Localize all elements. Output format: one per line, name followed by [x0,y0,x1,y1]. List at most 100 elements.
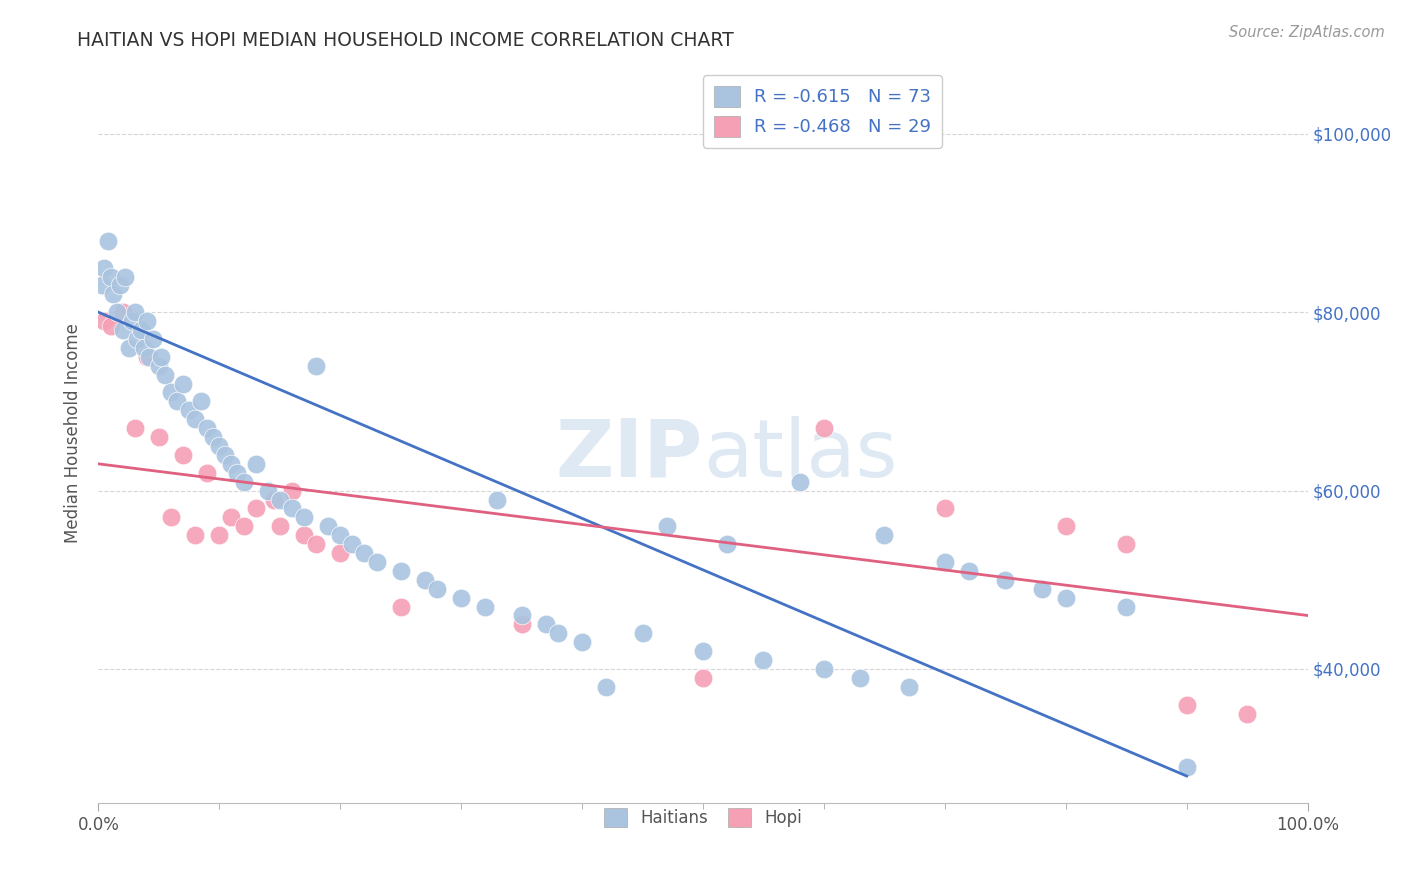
Point [245,457,267,471]
Text: Source: ZipAtlas.com: Source: ZipAtlas.com [1229,25,1385,40]
Point [226,466,249,480]
Legend: Haitians, Hopi: Haitians, Hopi [595,799,811,835]
Point [1115,537,1137,551]
Point [93,314,115,328]
Point [114,269,136,284]
Point [129,323,152,337]
Point [281,501,304,516]
Point [118,341,141,355]
Point [595,680,617,694]
Point [450,591,472,605]
Point [93,260,115,275]
Point [934,501,956,516]
Point [269,519,291,533]
Point [148,430,170,444]
Point [692,671,714,685]
Point [150,350,173,364]
Point [305,537,328,551]
Point [305,359,328,373]
Point [1175,760,1198,774]
Point [329,528,352,542]
Point [292,528,315,542]
Point [1115,599,1137,614]
Point [281,483,304,498]
Point [111,305,134,319]
Point [184,412,207,426]
Point [208,439,231,453]
Point [510,608,533,623]
Point [97,234,120,248]
Point [166,394,188,409]
Text: atlas: atlas [703,416,897,494]
Point [957,564,980,578]
Point [873,528,896,542]
Point [263,492,285,507]
Point [202,430,225,444]
Point [127,332,149,346]
Point [101,287,124,301]
Point [1031,582,1053,596]
Point [195,466,218,480]
Point [631,626,654,640]
Point [534,617,557,632]
Point [221,457,243,471]
Point [172,448,194,462]
Y-axis label: Median Household Income: Median Household Income [65,323,83,542]
Point [426,582,449,596]
Point [849,671,872,685]
Point [91,278,114,293]
Point [172,376,194,391]
Text: HAITIAN VS HOPI MEDIAN HOUSEHOLD INCOME CORRELATION CHART: HAITIAN VS HOPI MEDIAN HOUSEHOLD INCOME … [77,31,734,50]
Point [195,421,218,435]
Point [179,403,201,417]
Point [789,475,811,489]
Point [486,492,509,507]
Point [108,278,131,293]
Point [190,394,212,409]
Point [100,318,122,333]
Point [208,528,231,542]
Point [184,528,207,542]
Point [142,332,165,346]
Point [105,305,128,319]
Point [897,680,920,694]
Point [121,314,143,328]
Point [124,305,146,319]
Point [813,421,835,435]
Point [214,448,236,462]
Point [124,421,146,435]
Point [994,573,1017,587]
Point [292,510,315,524]
Point [413,573,436,587]
Point [510,617,533,632]
Point [160,385,183,400]
Point [138,350,160,364]
Point [232,475,254,489]
Point [329,546,352,560]
Point [316,519,339,533]
Point [389,564,412,578]
Point [342,537,364,551]
Point [111,323,134,337]
Point [269,492,291,507]
Point [221,510,243,524]
Point [1054,591,1077,605]
Point [135,350,157,364]
Point [571,635,593,649]
Point [153,368,176,382]
Point [353,546,375,560]
Point [134,341,156,355]
Point [1236,706,1258,721]
Point [160,510,183,524]
Point [752,653,775,667]
Point [1175,698,1198,712]
Point [474,599,496,614]
Point [245,501,267,516]
Text: ZIP: ZIP [555,416,703,494]
Point [547,626,569,640]
Point [655,519,678,533]
Point [135,314,157,328]
Point [100,269,122,284]
Point [813,662,835,676]
Point [934,555,956,569]
